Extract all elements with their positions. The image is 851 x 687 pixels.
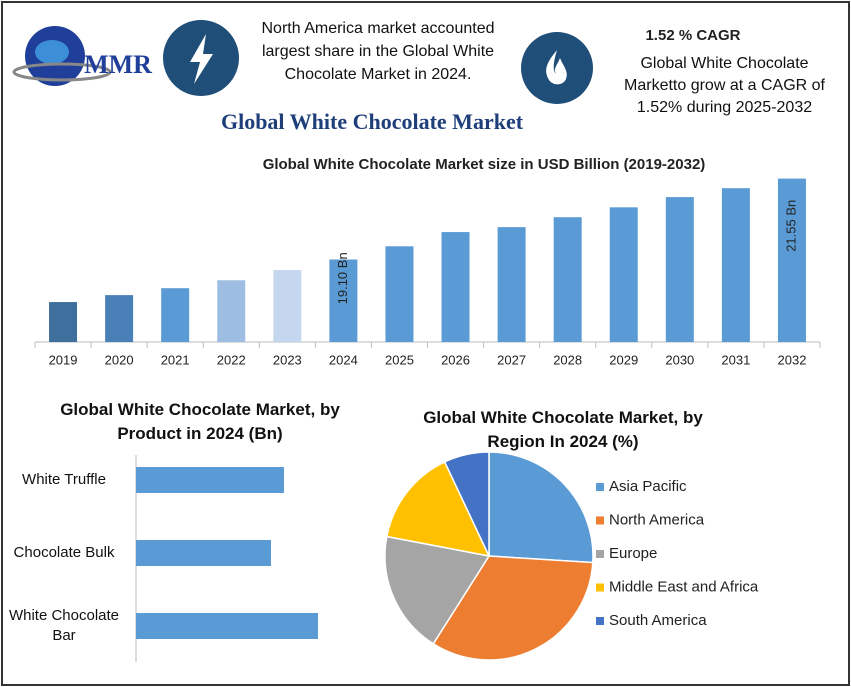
- logo-text: MMR: [84, 50, 152, 79]
- legend-swatch: [596, 583, 604, 592]
- value-label: 19.10 Bn: [335, 252, 350, 304]
- bar: [441, 232, 470, 342]
- pie-slice: [488, 451, 594, 564]
- bar: [553, 217, 582, 342]
- bar: [136, 613, 318, 639]
- note-left: North America market accounted largest s…: [261, 20, 495, 83]
- chart-title: Global White Chocolate Market size in US…: [263, 156, 706, 173]
- x-tick-label: 2030: [665, 352, 694, 367]
- legend-label: South America: [609, 612, 707, 629]
- bar: [273, 270, 302, 342]
- x-tick-label: 2023: [273, 352, 302, 367]
- y-tick-label: Chocolate Bulk: [13, 544, 115, 561]
- flame-icon: [521, 32, 593, 104]
- legend-swatch: [596, 483, 604, 491]
- x-tick-label: 2020: [105, 352, 134, 367]
- bar: [136, 540, 271, 566]
- chart-title: Global White Chocolate Market, by Region…: [423, 408, 703, 451]
- legend-label: Asia Pacific: [609, 478, 687, 495]
- bar: [329, 259, 358, 342]
- x-tick-label: 2022: [217, 352, 246, 367]
- value-label: 21.55 Bn: [783, 200, 798, 252]
- bar: [136, 467, 284, 493]
- logo-globe: [12, 26, 112, 86]
- x-tick-label: 2026: [441, 352, 470, 367]
- bar: [217, 280, 246, 342]
- bar: [49, 302, 78, 342]
- bar: [161, 288, 190, 342]
- bar: [665, 197, 694, 342]
- bolt-icon: [163, 20, 239, 96]
- x-tick-label: 2027: [497, 352, 526, 367]
- y-tick-label: White Truffle: [22, 471, 106, 488]
- legend-swatch: [596, 617, 604, 625]
- x-tick-label: 2031: [721, 352, 750, 367]
- x-tick-label: 2021: [161, 352, 190, 367]
- pie-slice: [385, 460, 491, 558]
- bar: [609, 207, 638, 342]
- bar: [497, 227, 526, 342]
- pie-slice: [443, 451, 490, 557]
- bar: [777, 178, 806, 342]
- legend-swatch: [596, 516, 604, 525]
- chart-title: Global White Chocolate Market, by Produc…: [60, 400, 340, 443]
- legend-label: North America: [609, 511, 705, 528]
- x-tick-label: 2029: [609, 352, 638, 367]
- bar: [385, 246, 414, 342]
- x-tick-label: 2019: [49, 352, 78, 367]
- bar: [721, 188, 750, 342]
- x-tick-label: 2032: [778, 352, 807, 367]
- legend-label: Middle East and Africa: [609, 578, 759, 595]
- x-tick-label: 2028: [553, 352, 582, 367]
- pie-slice: [384, 535, 491, 645]
- legend-label: Europe: [609, 545, 657, 562]
- y-tick-label: White Chocolate Bar: [8, 607, 120, 644]
- x-tick-label: 2024: [329, 352, 358, 367]
- legend-swatch: [596, 550, 604, 558]
- cagr: 1.52 % CAGR: [645, 27, 740, 44]
- x-tick-label: 2025: [385, 352, 414, 367]
- bar: [105, 295, 134, 342]
- main-title: Global White Chocolate Market: [221, 109, 524, 134]
- note-right: Global White Chocolate Marketto grow at …: [624, 55, 825, 116]
